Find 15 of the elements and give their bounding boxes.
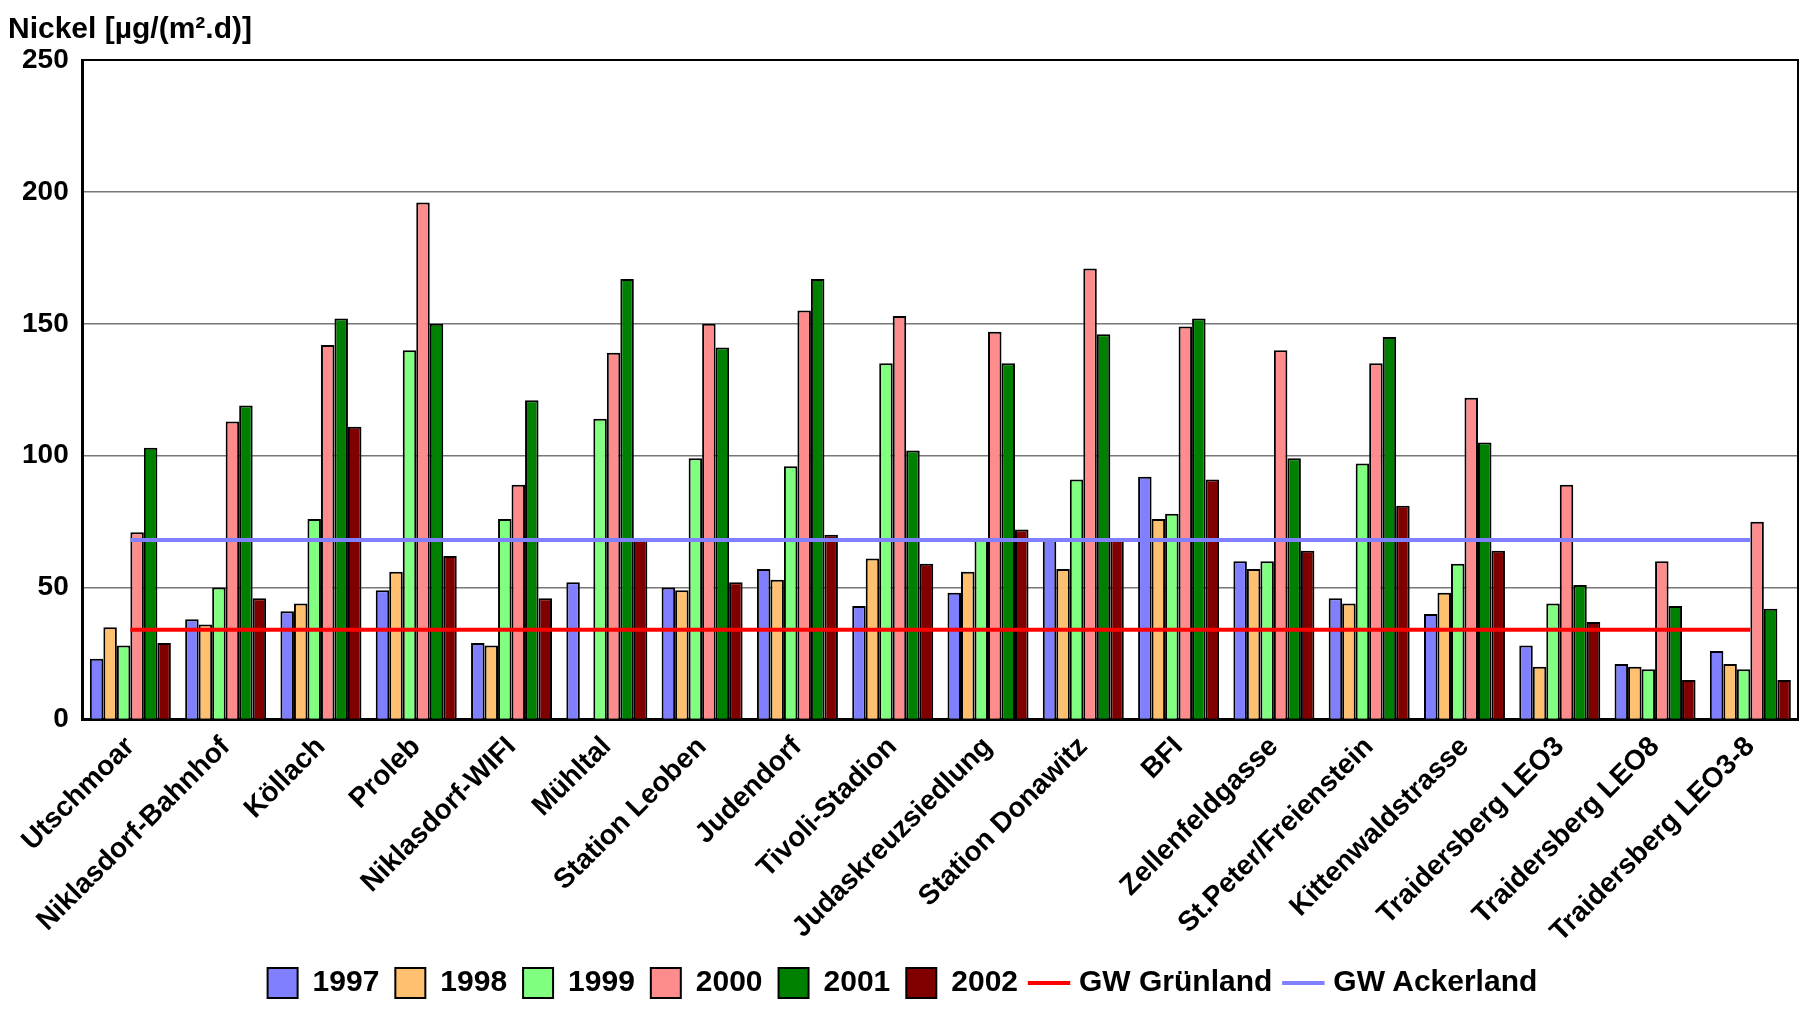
y-tick-label: 200 <box>22 174 69 206</box>
chart-title: Nickel [µg/(m².d)] <box>8 11 252 45</box>
y-tick-label: 150 <box>22 306 69 338</box>
y-tick-label: 50 <box>37 570 69 602</box>
legend-label: 2001 <box>823 964 891 998</box>
y-tick-label: 100 <box>22 438 69 470</box>
legend-label: 2002 <box>951 964 1019 998</box>
legend-label: 1999 <box>568 964 635 998</box>
legend-label: 2000 <box>695 964 763 998</box>
legend-label: GW Grünland <box>1079 964 1273 998</box>
y-tick-label: 250 <box>22 42 69 74</box>
legend-label: GW Ackerland <box>1333 964 1538 998</box>
legend-label: 1997 <box>312 964 380 998</box>
y-tick-label: 0 <box>53 702 69 734</box>
legend-label: 1998 <box>440 964 508 998</box>
